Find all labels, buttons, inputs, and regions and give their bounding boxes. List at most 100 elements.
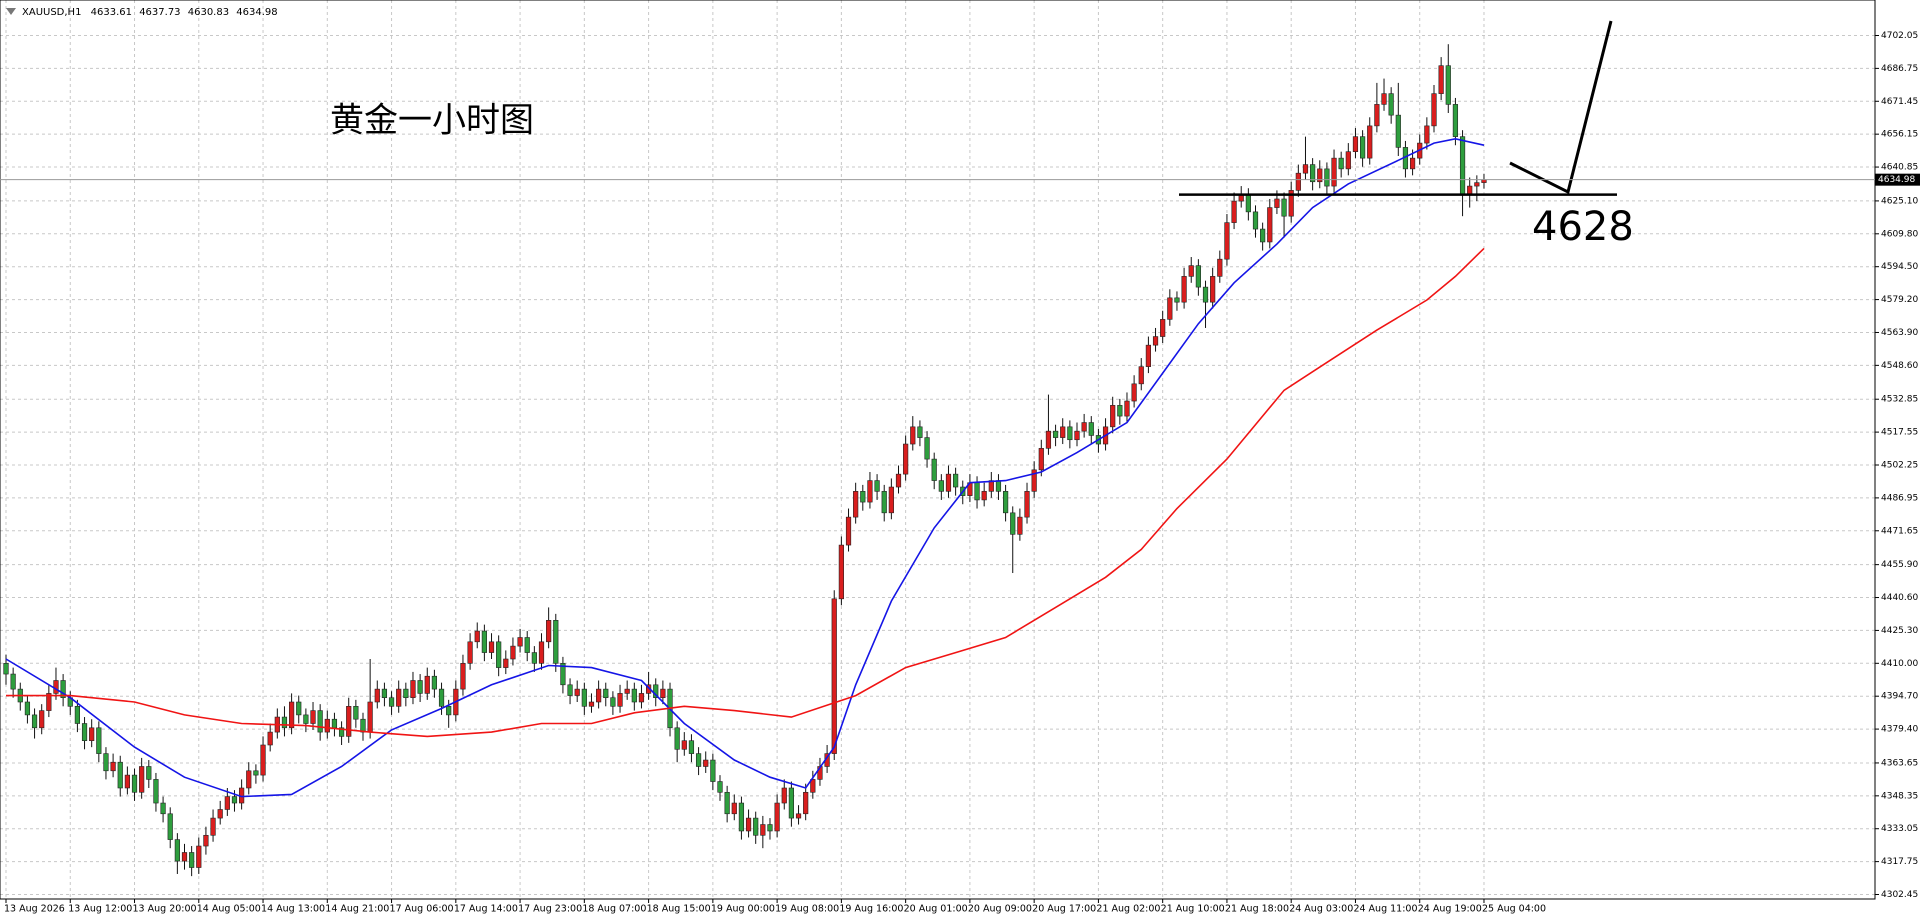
candle-body bbox=[246, 770, 252, 789]
moving-average bbox=[6, 247, 1485, 738]
candle-body bbox=[1002, 491, 1009, 514]
y-tick-label: 4640.85 bbox=[1881, 163, 1918, 173]
candle-body bbox=[74, 706, 80, 724]
candle-body bbox=[1381, 93, 1387, 105]
candle-body bbox=[1338, 157, 1344, 170]
candle-body bbox=[1459, 136, 1466, 195]
candle-body bbox=[296, 701, 302, 716]
candle-body bbox=[3, 663, 9, 675]
x-tick-label: 13 Aug 2026 bbox=[4, 904, 65, 915]
candle-body bbox=[803, 791, 809, 815]
candle-body bbox=[1352, 136, 1359, 152]
candle-body bbox=[403, 688, 409, 699]
candle-body bbox=[224, 796, 230, 810]
candle-body bbox=[396, 688, 402, 707]
candle-body bbox=[988, 480, 994, 492]
candle-body bbox=[888, 486, 894, 514]
candle-body bbox=[631, 688, 637, 703]
candle-body bbox=[210, 817, 216, 836]
candle-body bbox=[1210, 276, 1216, 303]
candle-body bbox=[617, 693, 623, 707]
candle-body bbox=[460, 663, 466, 690]
candle-body bbox=[1160, 319, 1166, 337]
candle-body bbox=[131, 774, 138, 793]
candle-body bbox=[1310, 164, 1316, 183]
candle-body bbox=[281, 716, 288, 729]
candle-body bbox=[1045, 430, 1052, 449]
candle-body bbox=[695, 753, 702, 767]
candle-body bbox=[1081, 422, 1087, 432]
x-tick-label: 24 Aug 11:00 bbox=[1353, 904, 1417, 915]
grid bbox=[0, 0, 1875, 899]
candle-body bbox=[831, 598, 837, 754]
candle-body bbox=[588, 701, 595, 707]
open-value: 4633.61 bbox=[91, 7, 132, 18]
candle-body bbox=[1317, 168, 1323, 183]
candle-body bbox=[953, 473, 959, 488]
candle-body bbox=[510, 645, 516, 660]
y-tick-label: 4656.15 bbox=[1881, 130, 1918, 140]
candle-body bbox=[424, 675, 430, 694]
y-tick-label: 4517.55 bbox=[1881, 428, 1918, 438]
candle-body bbox=[810, 779, 816, 793]
moving-average bbox=[5, 137, 1485, 798]
candle-body bbox=[353, 706, 359, 720]
candle-body bbox=[417, 680, 423, 694]
candle-body bbox=[1467, 185, 1473, 195]
candle-body bbox=[388, 697, 395, 707]
candle-body bbox=[1231, 200, 1237, 223]
candle-body bbox=[438, 688, 445, 707]
candle-body bbox=[1031, 469, 1037, 492]
y-tick-label: 4471.65 bbox=[1881, 526, 1918, 536]
candle-body bbox=[338, 727, 345, 737]
candle-body bbox=[603, 688, 609, 699]
candle-body bbox=[1138, 366, 1144, 385]
candle-body bbox=[39, 710, 45, 729]
candle-body bbox=[710, 759, 716, 782]
candle-body bbox=[1324, 168, 1330, 187]
candle-body bbox=[660, 688, 666, 699]
candle-body bbox=[867, 480, 873, 503]
level-label: 4628 bbox=[1532, 204, 1634, 250]
candle-body bbox=[253, 770, 259, 776]
candle-body bbox=[367, 701, 373, 733]
candle-body bbox=[895, 473, 902, 488]
candle-body bbox=[1202, 286, 1209, 303]
candle-body bbox=[1367, 125, 1373, 159]
x-tick-label: 20 Aug 01:00 bbox=[904, 904, 968, 915]
candle-body bbox=[53, 680, 59, 694]
candle-body bbox=[167, 813, 173, 840]
candle-body bbox=[624, 688, 630, 694]
y-tick-label: 4363.65 bbox=[1881, 758, 1918, 768]
candle-body bbox=[160, 802, 166, 815]
candle-body bbox=[117, 761, 123, 789]
candle-body bbox=[1245, 194, 1251, 213]
candle-body bbox=[496, 641, 502, 668]
candle-body bbox=[1274, 198, 1280, 208]
candle-body bbox=[374, 688, 380, 703]
candle-body bbox=[1267, 207, 1273, 243]
candle-body bbox=[503, 658, 509, 668]
x-tick-label: 20 Aug 17:00 bbox=[1032, 904, 1096, 915]
candle-body bbox=[1224, 222, 1230, 260]
price-label-box bbox=[1875, 173, 1920, 186]
x-tick-label: 14 Aug 21:00 bbox=[325, 904, 389, 915]
header: XAUUSD,H1 4633.61 4637.73 4630.83 4634.9… bbox=[22, 7, 278, 18]
candle-body bbox=[103, 753, 109, 772]
candle-body bbox=[531, 652, 537, 664]
x-tick-label: 18 Aug 07:00 bbox=[582, 904, 646, 915]
candle-body bbox=[31, 714, 38, 729]
candle-body bbox=[1331, 157, 1337, 187]
candle-body bbox=[1117, 405, 1123, 417]
candle-body bbox=[24, 701, 31, 716]
candle-body bbox=[1409, 157, 1416, 170]
candle-body bbox=[317, 710, 323, 733]
candle-body bbox=[1217, 258, 1223, 277]
candle-body bbox=[488, 641, 495, 653]
y-tick-label: 4548.60 bbox=[1881, 361, 1918, 371]
y-tick-label: 4333.05 bbox=[1881, 824, 1918, 834]
y-tick-label: 4502.25 bbox=[1881, 460, 1918, 470]
candle-body bbox=[10, 673, 16, 690]
candle-body bbox=[845, 516, 852, 546]
